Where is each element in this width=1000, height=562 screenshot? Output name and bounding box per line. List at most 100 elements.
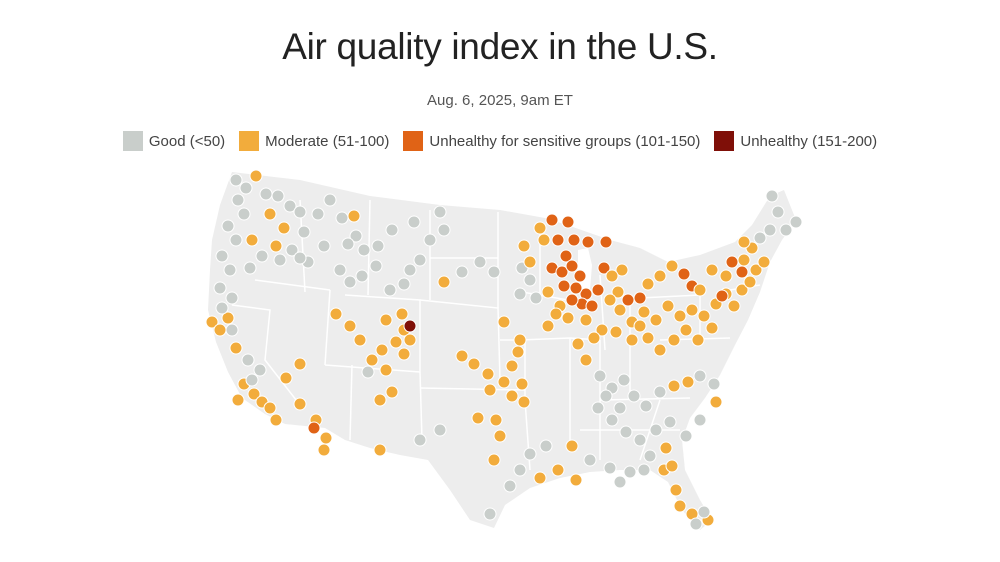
aqi-marker-good xyxy=(433,205,447,219)
aqi-marker-moderate xyxy=(595,323,609,337)
aqi-marker-good xyxy=(789,215,803,229)
aqi-marker-moderate xyxy=(455,349,469,363)
aqi-marker-usg xyxy=(569,281,583,295)
map-title: Air quality index in the U.S. xyxy=(282,26,718,67)
aqi-marker-moderate xyxy=(277,221,291,235)
aqi-marker-moderate xyxy=(673,309,687,323)
aqi-marker-good xyxy=(779,223,793,237)
aqi-marker-moderate xyxy=(603,293,617,307)
legend-label-unhealthy: Unhealthy (151-200) xyxy=(740,132,878,150)
legend-item-moderate: Moderate (51-100) xyxy=(239,131,389,151)
aqi-marker-moderate xyxy=(609,325,623,339)
aqi-marker-good xyxy=(603,461,617,475)
aqi-marker-usg xyxy=(591,283,605,297)
aqi-marker-moderate xyxy=(247,387,261,401)
aqi-marker-moderate xyxy=(365,353,379,367)
aqi-marker-good xyxy=(765,189,779,203)
aqi-marker-good xyxy=(225,291,239,305)
aqi-marker-moderate xyxy=(743,275,757,289)
aqi-marker-moderate xyxy=(579,313,593,327)
aqi-marker-good xyxy=(317,239,331,253)
aqi-marker-moderate xyxy=(231,393,245,407)
aqi-marker-good xyxy=(487,265,501,279)
aqi-marker-moderate xyxy=(605,269,619,283)
aqi-marker-good xyxy=(239,181,253,195)
aqi-marker-good xyxy=(627,389,641,403)
aqi-marker-good xyxy=(513,287,527,301)
aqi-marker-usg xyxy=(599,235,613,249)
aqi-marker-good xyxy=(293,251,307,265)
aqi-marker-good xyxy=(637,463,651,477)
aqi-marker-good xyxy=(693,369,707,383)
aqi-marker-good xyxy=(613,475,627,489)
aqi-marker-moderate xyxy=(659,441,673,455)
aqi-marker-good xyxy=(623,465,637,479)
aqi-marker-moderate xyxy=(727,299,741,313)
aqi-marker-good xyxy=(455,265,469,279)
aqi-marker-moderate xyxy=(493,429,507,443)
aqi-marker-good xyxy=(221,219,235,233)
aqi-marker-moderate xyxy=(661,299,675,313)
aqi-marker-good xyxy=(693,413,707,427)
aqi-marker-moderate xyxy=(317,443,331,457)
aqi-marker-usg xyxy=(597,261,611,275)
aqi-marker-good xyxy=(385,223,399,237)
aqi-marker-moderate xyxy=(229,341,243,355)
aqi-marker-unhealthy xyxy=(403,319,417,333)
aqi-marker-moderate xyxy=(541,285,555,299)
aqi-marker-moderate xyxy=(533,221,547,235)
aqi-marker-usg xyxy=(633,291,647,305)
legend-swatch-moderate xyxy=(239,131,260,151)
us-landmass xyxy=(208,172,796,530)
aqi-marker-moderate xyxy=(685,303,699,317)
aqi-marker-moderate xyxy=(611,285,625,299)
aqi-marker-moderate xyxy=(263,207,277,221)
aqi-marker-moderate xyxy=(481,367,495,381)
aqi-marker-moderate xyxy=(667,333,681,347)
aqi-marker-moderate xyxy=(497,315,511,329)
legend: Good (<50) Moderate (51-100) Unhealthy f… xyxy=(0,131,1000,151)
aqi-marker-good xyxy=(361,365,375,379)
aqi-marker-moderate xyxy=(641,277,655,291)
aqi-marker-good xyxy=(689,517,703,531)
aqi-marker-usg xyxy=(551,233,565,247)
aqi-marker-good xyxy=(223,263,237,277)
aqi-marker-moderate xyxy=(541,319,555,333)
aqi-marker-moderate xyxy=(613,303,627,317)
aqi-marker-moderate xyxy=(505,389,519,403)
aqi-marker-good xyxy=(605,413,619,427)
aqi-marker-good xyxy=(215,301,229,315)
aqi-marker-usg xyxy=(581,235,595,249)
aqi-marker-moderate xyxy=(221,311,235,325)
aqi-marker-good xyxy=(403,263,417,277)
aqi-marker-good xyxy=(255,249,269,263)
aqi-marker-usg xyxy=(545,213,559,227)
legend-swatch-good xyxy=(122,131,143,151)
aqi-marker-good xyxy=(707,377,721,391)
aqi-marker-moderate xyxy=(269,413,283,427)
aqi-marker-good xyxy=(599,389,613,403)
aqi-marker-good xyxy=(323,193,337,207)
aqi-marker-good xyxy=(397,277,411,291)
aqi-marker-usg xyxy=(735,265,749,279)
aqi-marker-good xyxy=(763,223,777,237)
aqi-marker-moderate xyxy=(375,343,389,357)
aqi-marker-moderate xyxy=(487,453,501,467)
aqi-marker-moderate xyxy=(483,383,497,397)
aqi-marker-usg xyxy=(573,269,587,283)
aqi-marker-moderate xyxy=(513,333,527,347)
aqi-marker-moderate xyxy=(353,333,367,347)
aqi-marker-good xyxy=(529,291,543,305)
aqi-marker-good xyxy=(297,225,311,239)
aqi-marker-good xyxy=(643,449,657,463)
legend-label-good: Good (<50) xyxy=(148,132,226,150)
aqi-marker-good xyxy=(437,223,451,237)
aqi-marker-moderate xyxy=(489,413,503,427)
aqi-marker-usg xyxy=(715,289,729,303)
aqi-marker-moderate xyxy=(641,331,655,345)
aqi-marker-moderate xyxy=(293,357,307,371)
us-map xyxy=(205,169,803,531)
aqi-marker-moderate xyxy=(515,377,529,391)
aqi-marker-good xyxy=(237,207,251,221)
aqi-marker-moderate xyxy=(249,169,263,183)
